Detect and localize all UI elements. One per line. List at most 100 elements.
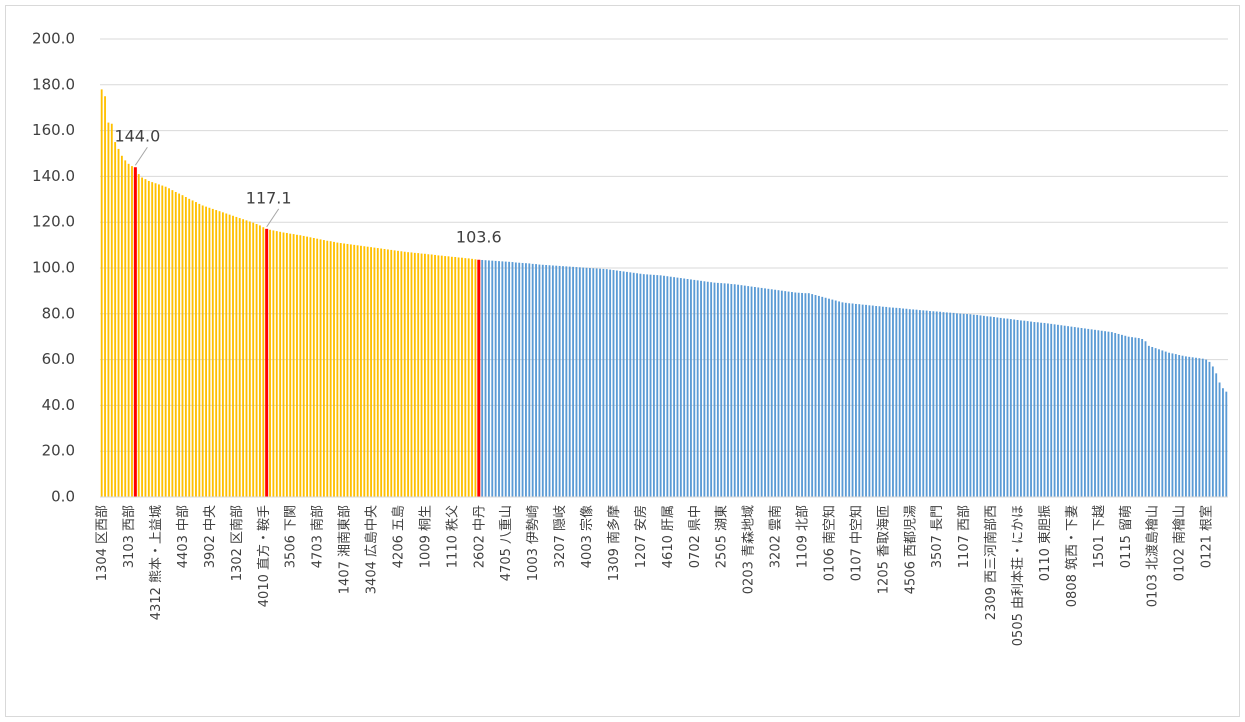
bar [269,229,271,497]
x-tick-label: 0103 北渡島檜山 [1145,505,1161,607]
x-tick-label: 1003 伊勢崎 [526,505,541,581]
bar [986,316,989,497]
x-tick-label: 3103 西部 [122,505,137,568]
bar [582,267,585,497]
bar [262,227,265,497]
bar [477,259,481,497]
bar [1033,322,1036,497]
bar [592,268,595,497]
bar [979,315,982,497]
x-tick-label: 3404 広島中央 [365,505,380,594]
x-tick-label: 1501 下越 [1092,505,1107,568]
bar [1144,341,1147,497]
bar [1151,347,1154,497]
bar [824,297,827,497]
bar [572,266,575,497]
bar [322,240,325,497]
bar [760,287,763,497]
bar [693,279,696,497]
bar [848,303,851,497]
bar [151,182,154,497]
bar [225,213,228,498]
bar [333,241,335,497]
bar [1178,355,1181,497]
bar [282,232,285,497]
bar [343,243,346,497]
bar [918,310,921,497]
bar [723,283,726,497]
bar [1184,356,1187,497]
bar [1218,382,1221,497]
bar [666,276,669,497]
x-tick-label: 0110 東胆振 [1037,505,1053,581]
bar [296,234,298,498]
bar [925,310,928,497]
bar [518,262,521,497]
bar [511,262,514,497]
x-tick-label: 0106 南空知 [821,505,837,581]
bar [663,275,665,497]
bar [737,284,740,497]
x-tick-label: 1304 区西部 [95,505,110,581]
bar [215,210,218,498]
bar [336,242,339,497]
bar [1006,318,1009,497]
bar [521,262,524,497]
bar [912,309,915,497]
bar [1161,350,1164,497]
bar [316,238,319,498]
bar [1147,345,1150,497]
bar [164,186,167,497]
bar [174,191,177,498]
bar [171,190,174,497]
bar [895,307,898,497]
bar [157,184,160,498]
bar [272,230,275,497]
x-tick-label: 2602 中丹 [472,505,487,568]
bar [814,295,817,497]
bar [1114,333,1117,497]
bar [397,250,399,497]
bar [993,317,995,497]
bar [410,252,413,497]
bar [117,148,120,498]
bar [676,277,679,497]
bar [444,256,447,497]
x-tick-label: 0121 根室 [1199,505,1215,568]
bar [450,256,453,497]
bar [656,275,659,497]
bar [1036,322,1039,497]
bar [929,311,931,497]
bar [952,312,955,497]
bar [562,266,564,497]
bar [1164,351,1167,497]
bar [1188,356,1191,497]
bar [1154,348,1157,497]
bar [424,253,426,497]
bar [1063,325,1066,497]
bar [784,291,787,497]
bar [1141,338,1144,497]
bar [713,282,716,497]
bar [120,155,123,498]
y-tick-label: 200.0 [32,30,75,48]
bar [413,252,416,497]
bar [356,245,359,497]
bar [1121,334,1123,497]
bar [1222,388,1224,497]
bar [400,251,403,497]
bar [141,177,144,498]
bar [1013,319,1016,497]
x-tick-label: 4312 熊本・上益城 [148,505,164,620]
bar [939,311,942,497]
bar [178,193,181,497]
bar [1009,319,1012,497]
bar [696,280,699,497]
bar [403,251,406,497]
bar [615,270,618,497]
bar [383,248,386,497]
bar [491,260,494,497]
bar [144,179,147,497]
bar [285,232,288,497]
bar [1211,366,1214,497]
